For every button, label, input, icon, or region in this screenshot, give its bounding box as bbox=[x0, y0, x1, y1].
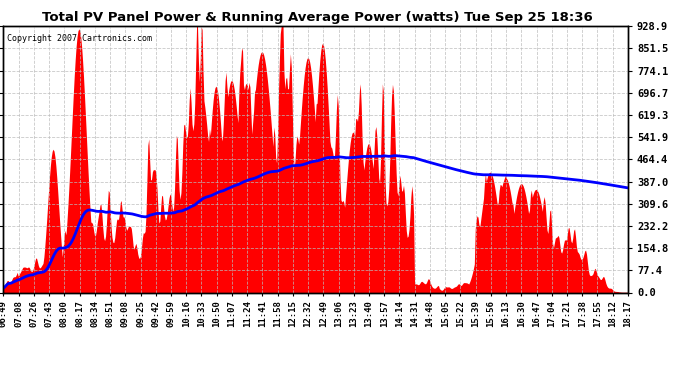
Text: Copyright 2007 Cartronics.com: Copyright 2007 Cartronics.com bbox=[7, 34, 152, 43]
Text: Total PV Panel Power & Running Average Power (watts) Tue Sep 25 18:36: Total PV Panel Power & Running Average P… bbox=[42, 11, 593, 24]
